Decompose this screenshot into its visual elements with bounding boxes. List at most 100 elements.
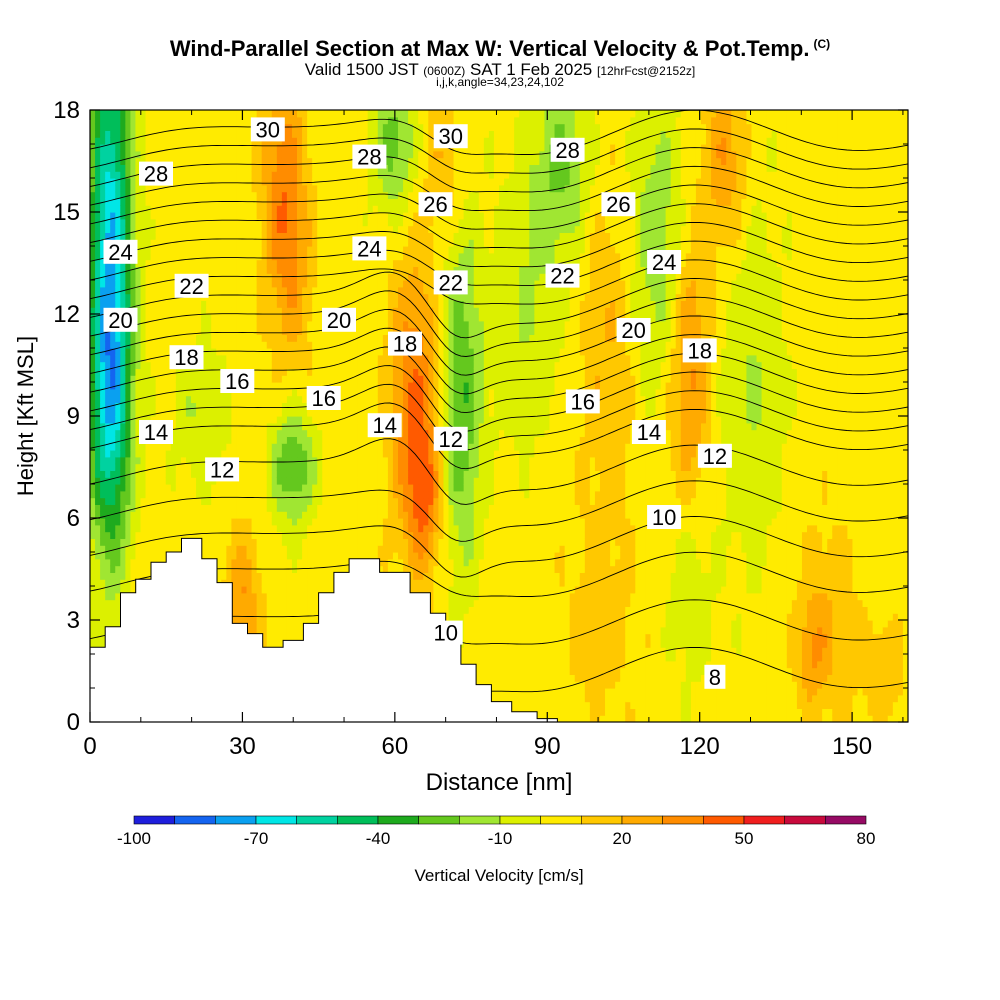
w-cell [110, 531, 116, 539]
w-cell [201, 402, 207, 410]
w-cell [170, 436, 177, 444]
w-cell [150, 361, 157, 369]
w-cell [130, 212, 137, 220]
w-cell [165, 116, 172, 125]
w-cell [150, 484, 157, 492]
w-cell [236, 137, 243, 145]
w-cell [105, 579, 111, 587]
w-cell [211, 341, 217, 349]
w-cell [362, 504, 369, 512]
w-cell [327, 545, 333, 553]
w-cell [155, 382, 162, 390]
w-cell [256, 388, 263, 397]
w-cell [211, 225, 217, 233]
w-cell [251, 586, 258, 594]
w-cell [291, 171, 298, 179]
w-cell [261, 558, 268, 567]
w-cell [216, 286, 222, 295]
w-cell [271, 232, 278, 240]
w-cell [251, 334, 258, 342]
w-cell [276, 511, 283, 519]
w-cell [165, 402, 172, 410]
w-cell [90, 354, 96, 363]
w-cell [271, 497, 278, 505]
w-cell [276, 307, 283, 315]
w-cell [130, 286, 137, 295]
w-cell [206, 191, 212, 199]
w-cell [165, 511, 172, 519]
w-cell [145, 212, 152, 220]
w-cell [231, 130, 238, 138]
w-cell [261, 246, 268, 254]
w-cell [170, 545, 177, 553]
w-cell [175, 157, 182, 165]
w-cell [271, 633, 278, 641]
w-cell [216, 511, 222, 519]
w-cell [246, 252, 253, 261]
w-cell [155, 144, 162, 152]
w-cell [312, 259, 318, 267]
w-cell [291, 518, 298, 526]
w-cell [211, 252, 217, 261]
w-cell [322, 531, 328, 539]
w-cell [90, 402, 96, 410]
w-cell [281, 164, 288, 172]
w-cell [196, 456, 202, 465]
w-cell [130, 116, 137, 125]
w-cell [271, 171, 278, 179]
w-cell [246, 538, 253, 546]
w-cell [261, 518, 268, 526]
w-cell [95, 307, 101, 315]
w-cell [135, 164, 142, 172]
w-cell [226, 572, 232, 580]
w-cell [196, 307, 202, 315]
w-cell [317, 470, 323, 478]
w-cell [357, 286, 364, 295]
w-cell [317, 280, 323, 288]
w-cell [115, 497, 121, 505]
w-cell [251, 110, 258, 118]
w-cell [201, 246, 207, 254]
w-cell [170, 375, 177, 383]
w-cell [216, 538, 222, 546]
w-cell [256, 368, 263, 376]
w-cell [226, 354, 232, 363]
w-cell [216, 110, 222, 118]
w-cell [216, 144, 222, 152]
w-cell [281, 409, 288, 417]
w-cell [246, 456, 253, 465]
w-cell [180, 409, 187, 417]
w-cell [155, 545, 162, 553]
w-cell [347, 552, 354, 560]
w-cell [125, 558, 131, 567]
w-cell [100, 484, 106, 492]
w-cell [145, 198, 152, 206]
w-cell [185, 110, 192, 118]
w-cell [206, 375, 212, 383]
w-cell [110, 524, 116, 533]
w-cell [115, 436, 121, 444]
w-cell [241, 198, 248, 206]
w-cell [150, 320, 157, 329]
w-cell [352, 286, 359, 295]
w-cell [110, 477, 116, 485]
w-cell [362, 497, 369, 505]
w-cell [155, 123, 162, 131]
w-cell [352, 504, 359, 512]
w-cell [130, 361, 137, 369]
w-cell [241, 545, 248, 553]
w-cell [337, 409, 344, 417]
w-cell [155, 205, 162, 213]
w-cell [357, 511, 364, 519]
w-cell [190, 341, 197, 349]
w-cell [140, 116, 147, 125]
w-cell [175, 178, 182, 186]
w-cell [281, 218, 288, 227]
w-cell [322, 171, 328, 179]
w-cell [95, 164, 101, 172]
w-cell [297, 552, 303, 560]
w-cell [327, 375, 333, 383]
w-cell [261, 157, 268, 165]
w-cell [206, 388, 212, 397]
w-cell [145, 368, 152, 376]
